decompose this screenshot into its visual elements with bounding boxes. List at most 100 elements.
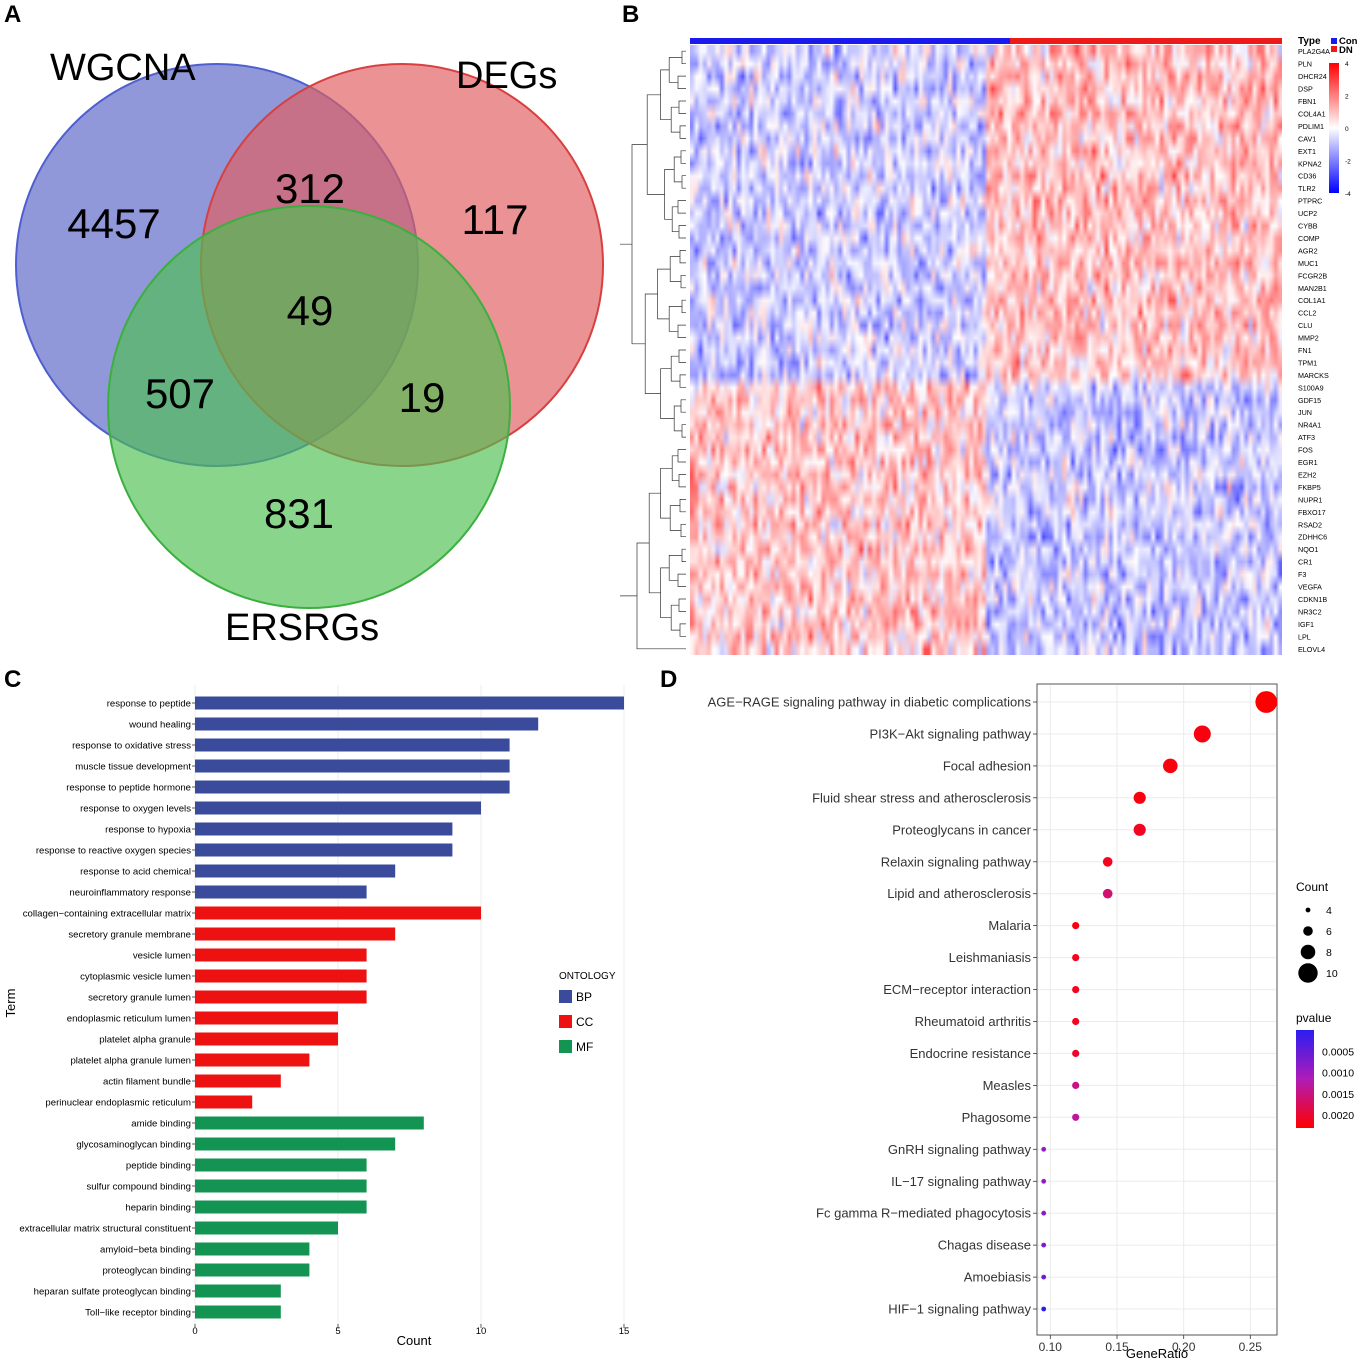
gene-label: ELOVL4 bbox=[1298, 645, 1325, 654]
venn-count-wgcna-ersrgs: 507 bbox=[145, 370, 215, 417]
bar-term-label: endoplasmic reticulum lumen bbox=[67, 1014, 191, 1025]
bar bbox=[195, 1264, 309, 1277]
bar-term-label: response to reactive oxygen species bbox=[36, 846, 191, 857]
heatmap-colorbar-ticks: 420-2-4 bbox=[1345, 61, 1351, 198]
venn-diagram: A WGCNA DEGs ERSRGs 4457 312 117 49 507 … bbox=[0, 0, 640, 665]
bar-term-label: peptide binding bbox=[126, 1161, 191, 1172]
bar bbox=[195, 928, 395, 941]
bar bbox=[195, 823, 452, 836]
dendrogram-branch bbox=[681, 151, 686, 164]
dot-term-label: Chagas disease bbox=[938, 1238, 1031, 1253]
venn-count-wgcna-only: 4457 bbox=[67, 200, 160, 247]
bar-term-label: heparin binding bbox=[125, 1203, 191, 1214]
size-legend-dot bbox=[1301, 945, 1316, 960]
dendrogram-branch bbox=[680, 375, 686, 387]
dot-term-label: Fc gamma R−mediated phagocytosis bbox=[816, 1206, 1031, 1221]
dendrogram-branch bbox=[681, 275, 686, 288]
bar bbox=[195, 802, 481, 815]
gene-label: S100A9 bbox=[1298, 383, 1324, 392]
gene-label: ZDHHC6 bbox=[1298, 533, 1327, 542]
dot-term-labels: AGE−RAGE signaling pathway in diabetic c… bbox=[708, 695, 1037, 1317]
gene-label: JUN bbox=[1298, 408, 1312, 417]
dendrogram-branch bbox=[670, 506, 681, 531]
bar-term-label: platelet alpha granule bbox=[99, 1035, 191, 1046]
gene-label: IGF1 bbox=[1298, 620, 1314, 629]
dot-term-label: HIF−1 signaling pathway bbox=[888, 1302, 1031, 1317]
bar-term-label: sulfur compound binding bbox=[86, 1182, 191, 1193]
pvalue-legend-ticks: 0.0020 0.0015 0.0010 0.0005 bbox=[1322, 1046, 1354, 1122]
gene-label: NUPR1 bbox=[1298, 495, 1322, 504]
bar-term-label: response to peptide bbox=[107, 699, 191, 710]
bar bbox=[195, 949, 367, 962]
dot-plot-area bbox=[1037, 684, 1277, 1335]
legend-swatch-dn bbox=[1331, 46, 1337, 52]
bar-term-label: glycosaminoglycan binding bbox=[76, 1140, 191, 1151]
dendrogram-branch bbox=[661, 568, 672, 618]
dot-point bbox=[1072, 1050, 1079, 1057]
gene-label: EXT1 bbox=[1298, 147, 1316, 156]
colorbar-tick-label: 2 bbox=[1345, 94, 1349, 101]
dendrogram-branch bbox=[647, 95, 664, 195]
gene-label: CAV1 bbox=[1298, 134, 1316, 143]
heatmap-dendrogram bbox=[620, 51, 686, 649]
gene-label: DSP bbox=[1298, 85, 1313, 94]
pvalue-legend-title: pvalue bbox=[1296, 1011, 1332, 1025]
gene-label: CR1 bbox=[1298, 558, 1312, 567]
dot-point bbox=[1134, 824, 1146, 836]
legend-swatch-con bbox=[1331, 38, 1337, 44]
bar bbox=[195, 760, 510, 773]
dot-point bbox=[1103, 889, 1113, 899]
dendrogram-branch bbox=[680, 250, 686, 263]
bar-x-tick-label: 5 bbox=[335, 1326, 340, 1337]
bar-term-label: neuroinflammatory response bbox=[69, 888, 191, 899]
dendrogram-branch bbox=[678, 201, 686, 214]
dot-term-label: Rheumatoid arthritis bbox=[915, 1014, 1032, 1029]
bar-term-label: cytoplasmic vesicle lumen bbox=[80, 972, 191, 983]
bar-x-tick-label: 10 bbox=[476, 1326, 487, 1337]
gene-label: FOS bbox=[1298, 446, 1313, 455]
panel-d-kegg-dotplot: D AGE−RAGE signaling pathway in diabetic… bbox=[660, 665, 1358, 1359]
size-legend-label: 4 bbox=[1326, 905, 1332, 917]
bar-term-label: amyloid−beta binding bbox=[100, 1245, 191, 1256]
bar-term-label: secretory granule membrane bbox=[68, 930, 191, 941]
dot-point bbox=[1072, 954, 1079, 961]
panel-a-venn: A WGCNA DEGs ERSRGs 4457 312 117 49 507 … bbox=[0, 0, 640, 665]
dendrogram-branch bbox=[682, 549, 686, 561]
gene-label: COL1A1 bbox=[1298, 296, 1326, 305]
legend-label-dn: DN bbox=[1339, 45, 1353, 56]
gene-label: F3 bbox=[1298, 570, 1306, 579]
size-legend-dot bbox=[1306, 908, 1311, 913]
bar-term-label: actin filament bundle bbox=[103, 1077, 191, 1088]
bar bbox=[195, 1306, 281, 1319]
bar bbox=[195, 865, 395, 878]
group-band-con bbox=[690, 38, 1010, 44]
size-legend-label: 8 bbox=[1326, 947, 1332, 959]
dendrogram-branch bbox=[681, 400, 686, 412]
heatmap-chart: B PLA2G4APLNDHCR24DSPFBN1COL4A1PDLIM1CAV… bbox=[620, 0, 1358, 665]
ontology-legend: BP CC MF bbox=[559, 990, 594, 1054]
dendrogram-branch bbox=[649, 493, 660, 593]
gene-label: FN1 bbox=[1298, 346, 1312, 355]
heatmap-colorbar bbox=[1329, 63, 1339, 193]
legend-swatch-mf bbox=[559, 1040, 572, 1053]
dot-point bbox=[1072, 1114, 1079, 1121]
dendrogram-branch bbox=[665, 170, 675, 220]
dendrogram-branch bbox=[658, 269, 671, 319]
dendrogram-branch bbox=[669, 57, 682, 82]
dendrogram-branch bbox=[682, 300, 686, 313]
dot-point bbox=[1041, 1243, 1046, 1248]
dot-term-label: Proteoglycans in cancer bbox=[892, 822, 1031, 837]
gene-label: RSAD2 bbox=[1298, 520, 1322, 529]
gene-label: NR4A1 bbox=[1298, 421, 1321, 430]
colorbar-tick-label: 0 bbox=[1345, 126, 1349, 133]
gene-label: EGR1 bbox=[1298, 458, 1318, 467]
venn-count-all-three: 49 bbox=[287, 287, 334, 334]
dendrogram-branch bbox=[679, 101, 686, 114]
dendrogram-branch bbox=[670, 257, 681, 282]
bar bbox=[195, 1096, 252, 1109]
bar-term-label: response to hypoxia bbox=[105, 825, 192, 836]
bar-term-label: extracellular matrix structural constitu… bbox=[19, 1224, 191, 1235]
size-legend-label: 6 bbox=[1326, 926, 1332, 938]
bar bbox=[195, 1159, 367, 1172]
dendrogram-branch bbox=[678, 574, 686, 586]
